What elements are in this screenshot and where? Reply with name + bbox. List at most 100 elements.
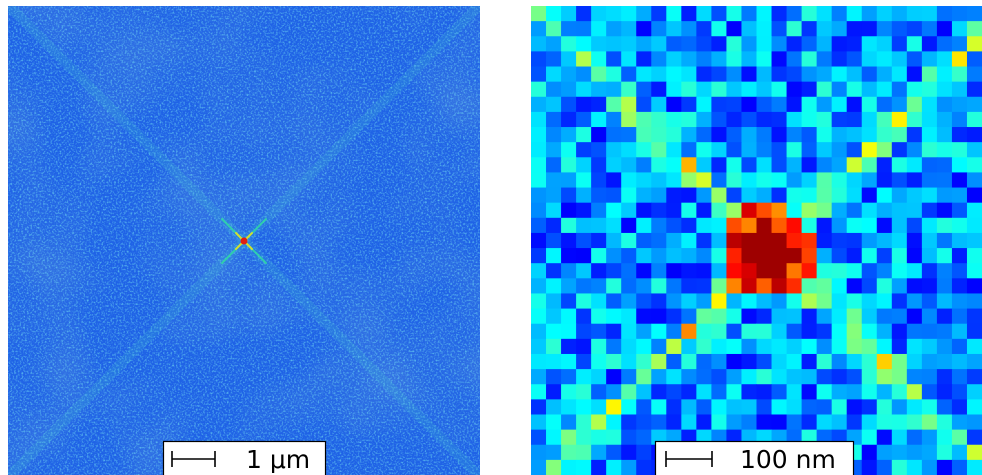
pixel [591,338,607,355]
pixel [951,172,968,189]
pixel [861,51,878,68]
pixel [576,66,592,83]
pixel [576,81,592,98]
pixel [936,142,953,158]
pixel [561,142,577,158]
pixel [921,21,938,37]
pixel [891,293,908,310]
pixel [666,21,682,37]
pixel [906,459,923,475]
pixel [951,142,968,158]
pixel [741,217,757,234]
pixel [696,157,712,173]
pixel [576,111,592,128]
pixel [876,263,893,279]
pixel [696,81,712,98]
pixel [711,66,727,83]
pixel [846,353,863,370]
pixel [906,384,923,400]
pixel [666,202,682,219]
pixel [531,369,547,385]
pixel [681,96,697,113]
pixel [696,278,712,294]
pixel [651,278,667,294]
pixel [696,369,712,385]
pixel [906,217,923,234]
pixel [621,81,637,98]
pixel [876,6,893,22]
pixel [876,429,893,446]
pixel [726,127,742,143]
pixel [816,353,833,370]
pixel [891,414,908,431]
pixel [951,232,968,249]
right-scale-bar: 100 nm [654,440,855,475]
pixel [681,36,697,52]
pixel [801,81,818,98]
pixel [771,263,788,279]
pixel [681,308,697,325]
pixel [666,36,682,52]
pixel [936,66,953,83]
pixel [816,323,833,340]
pixel [636,187,652,204]
pixel [741,278,757,294]
pixel [831,96,848,113]
pixel [921,444,938,461]
pixel [921,459,938,475]
pixel [606,293,622,310]
pixel [621,429,637,446]
pixel [606,51,622,68]
pixel [756,202,773,219]
pixel [741,308,757,325]
pixel [801,263,818,279]
pixel [531,263,547,279]
pixel [861,36,878,52]
pixel [846,338,863,355]
pixel [681,323,697,340]
pixel [786,127,803,143]
pixel [696,187,712,204]
pixel [576,21,592,37]
pixel [651,263,667,279]
pixel [861,157,878,173]
pixel [786,293,803,310]
pixel [681,127,697,143]
pixel [606,66,622,83]
pixel [651,81,667,98]
pixel [741,51,757,68]
pixel [576,142,592,158]
pixel [771,293,788,310]
pixel [801,308,818,325]
pixel [921,429,938,446]
pixel [531,444,547,461]
pixel [861,429,878,446]
pixel [561,157,577,173]
pixel [801,399,818,415]
pixel [741,96,757,113]
pixel [561,323,577,340]
pixel [666,111,682,128]
pixel [906,111,923,128]
pixel [891,278,908,294]
pixel [876,414,893,431]
pixel [831,308,848,325]
pixel [771,369,788,385]
pixel [951,414,968,431]
pixel [591,429,607,446]
pixel [726,278,742,294]
pixel [801,157,818,173]
pixel [771,66,788,83]
pixel [726,187,742,204]
pixel [936,127,953,143]
pixel [936,429,953,446]
pixel [936,338,953,355]
pixel [621,414,637,431]
pixel [531,51,547,68]
pixel [966,36,982,52]
pixel [951,217,968,234]
pixel [681,232,697,249]
pixel [651,384,667,400]
pixel [876,293,893,310]
pixel [786,248,803,264]
